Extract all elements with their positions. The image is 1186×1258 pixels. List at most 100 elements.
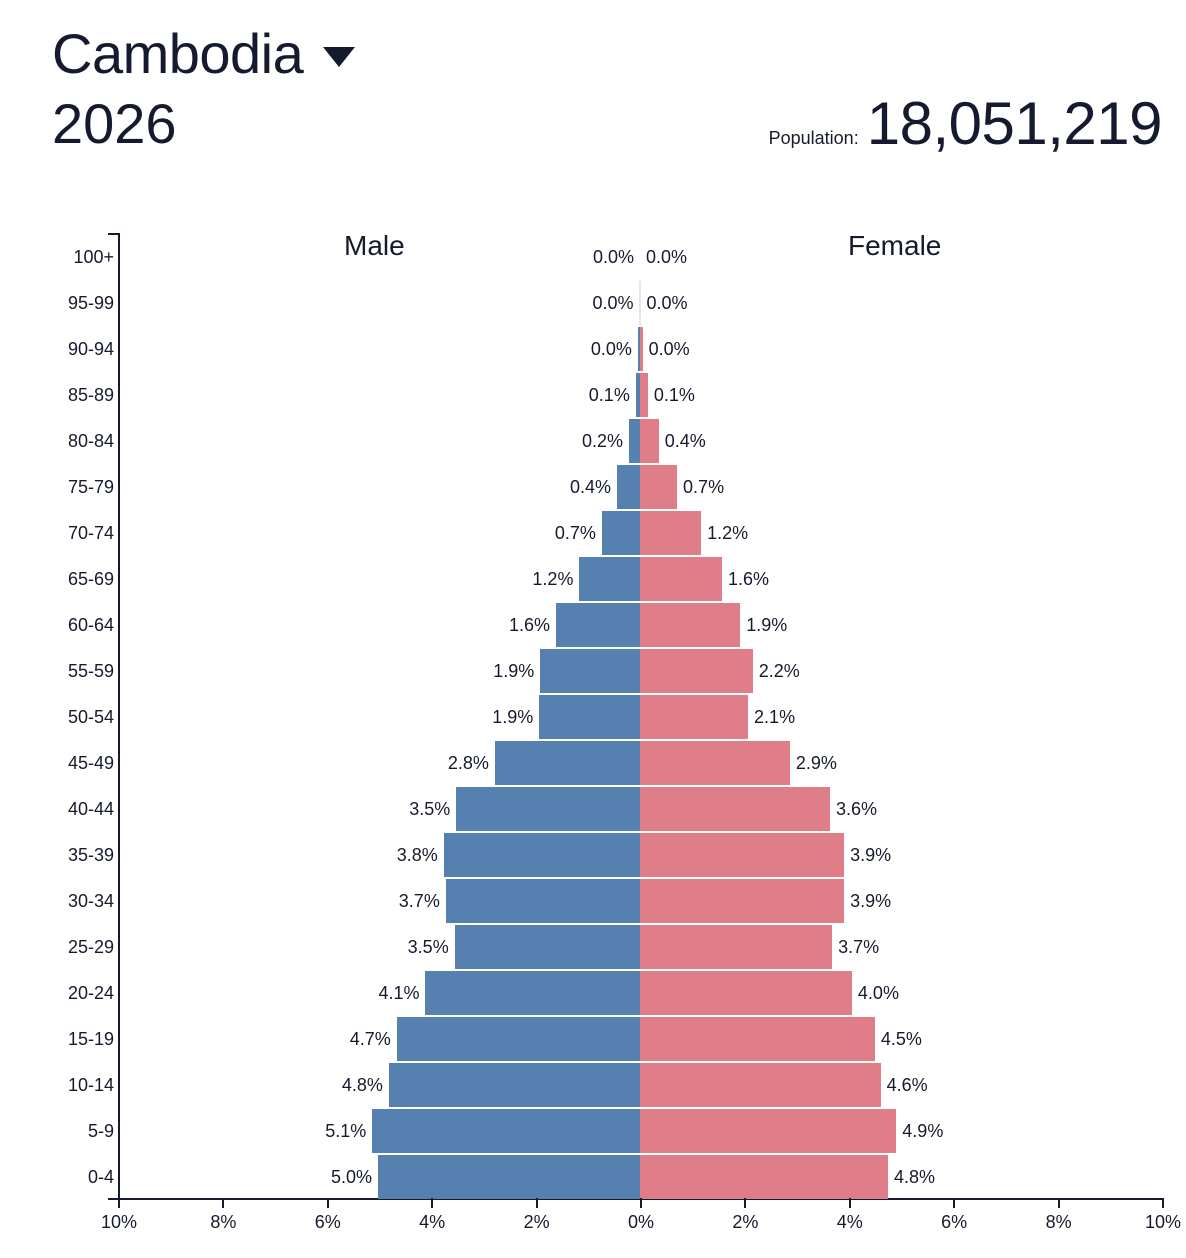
male-bar[interactable] bbox=[454, 925, 640, 969]
female-bar[interactable] bbox=[640, 557, 722, 601]
x-axis-tick bbox=[326, 1198, 329, 1208]
female-bar[interactable] bbox=[640, 465, 678, 509]
pyramid-row: 1.6% 1.9% bbox=[0, 603, 1186, 647]
female-value-label: 0.0% bbox=[646, 293, 688, 313]
female-bar[interactable] bbox=[640, 1063, 881, 1107]
pyramid-row: 2.8% 2.9% bbox=[0, 741, 1186, 785]
male-bar[interactable] bbox=[445, 879, 640, 923]
male-value-label: 2.8% bbox=[447, 753, 489, 773]
female-bar[interactable] bbox=[640, 511, 702, 555]
y-axis-label: 40-44 bbox=[67, 799, 114, 819]
y-axis-label: 95-99 bbox=[67, 293, 114, 313]
female-value-label: 1.2% bbox=[707, 523, 749, 543]
female-bar[interactable] bbox=[640, 1017, 875, 1061]
female-value-label: 4.9% bbox=[902, 1121, 944, 1141]
male-bar[interactable] bbox=[635, 373, 640, 417]
pyramid-row: 5.1% 4.9% bbox=[0, 1109, 1186, 1153]
pyramid-row: 0.4% 0.7% bbox=[0, 465, 1186, 509]
male-bar[interactable] bbox=[579, 557, 640, 601]
female-value-label: 2.2% bbox=[758, 661, 800, 681]
female-bar[interactable] bbox=[640, 649, 753, 693]
y-axis-label: 65-69 bbox=[67, 569, 114, 589]
female-bar[interactable] bbox=[640, 879, 845, 923]
female-value-label: 3.6% bbox=[836, 799, 878, 819]
male-value-label: 0.4% bbox=[570, 477, 612, 497]
male-bar[interactable] bbox=[639, 281, 640, 325]
female-bar[interactable] bbox=[640, 373, 648, 417]
y-axis-label: 20-24 bbox=[67, 983, 114, 1003]
y-axis-label: 25-29 bbox=[67, 937, 114, 957]
caret-down-icon[interactable] bbox=[323, 47, 356, 67]
y-axis-label: 50-54 bbox=[67, 707, 114, 727]
pyramid-row: 0.0% 0.0% bbox=[0, 235, 1186, 279]
country-selector[interactable]: Cambodia bbox=[52, 18, 356, 90]
population-value: 18,051,219 bbox=[866, 90, 1163, 157]
male-bar[interactable] bbox=[539, 695, 640, 739]
male-value-label: 1.9% bbox=[492, 707, 534, 727]
male-title: Male bbox=[344, 230, 405, 261]
male-bar[interactable] bbox=[372, 1109, 640, 1153]
pyramid-row: 3.5% 3.6% bbox=[0, 787, 1186, 831]
female-bar[interactable] bbox=[640, 971, 852, 1015]
female-value-label: 1.6% bbox=[727, 569, 769, 589]
female-bar[interactable] bbox=[640, 787, 830, 831]
x-axis-tick-label: 6% bbox=[941, 1212, 968, 1232]
male-bar[interactable] bbox=[601, 511, 640, 555]
female-bar[interactable] bbox=[640, 419, 659, 463]
male-value-label: 0.0% bbox=[592, 247, 634, 267]
female-value-label: 2.9% bbox=[795, 753, 837, 773]
male-bar[interactable] bbox=[443, 833, 640, 877]
y-axis-label: 45-49 bbox=[67, 753, 114, 773]
x-axis-tick bbox=[1162, 1198, 1164, 1208]
female-value-label: 0.0% bbox=[646, 247, 688, 267]
pyramid-row: 5.0% 4.8% bbox=[0, 1155, 1186, 1199]
female-value-label: 0.0% bbox=[648, 339, 690, 359]
male-bar[interactable] bbox=[456, 787, 640, 831]
male-value-label: 5.1% bbox=[325, 1121, 367, 1141]
pyramid-row: 0.1% 0.1% bbox=[0, 373, 1186, 417]
male-bar[interactable] bbox=[617, 465, 640, 509]
x-axis-tick-label: 2% bbox=[523, 1212, 550, 1232]
y-axis-label: 70-74 bbox=[67, 523, 114, 543]
male-value-label: 3.7% bbox=[398, 891, 440, 911]
pyramid-row: 1.9% 2.1% bbox=[0, 695, 1186, 739]
male-bar[interactable] bbox=[540, 649, 640, 693]
y-axis-label: 10-14 bbox=[67, 1075, 114, 1095]
x-axis-tick-label: 8% bbox=[1045, 1212, 1072, 1232]
female-bar[interactable] bbox=[640, 603, 741, 647]
male-bar[interactable] bbox=[396, 1017, 640, 1061]
x-axis-tick bbox=[222, 1198, 225, 1208]
male-bar[interactable] bbox=[629, 419, 640, 463]
male-bar[interactable] bbox=[637, 327, 640, 371]
male-value-label: 4.8% bbox=[341, 1075, 383, 1095]
pyramid-row: 1.9% 2.2% bbox=[0, 649, 1186, 693]
y-axis-label: 80-84 bbox=[67, 431, 114, 451]
female-bar[interactable] bbox=[640, 1155, 888, 1199]
male-value-label: 4.1% bbox=[378, 983, 420, 1003]
male-bar[interactable] bbox=[377, 1155, 640, 1199]
female-bar[interactable] bbox=[640, 741, 790, 785]
male-bar[interactable] bbox=[425, 971, 640, 1015]
x-axis-tick bbox=[118, 1198, 120, 1208]
female-bar[interactable] bbox=[640, 695, 749, 739]
x-axis-tick-label: 6% bbox=[314, 1212, 341, 1232]
female-bar[interactable] bbox=[640, 1109, 897, 1153]
female-value-label: 3.9% bbox=[850, 845, 892, 865]
x-axis-tick bbox=[744, 1198, 747, 1208]
male-value-label: 5.0% bbox=[330, 1167, 372, 1187]
female-bar[interactable] bbox=[640, 327, 643, 371]
x-axis-tick bbox=[953, 1198, 956, 1208]
y-axis-label: 100+ bbox=[73, 247, 114, 267]
female-bar[interactable] bbox=[640, 281, 641, 325]
x-axis-tick bbox=[640, 1198, 642, 1208]
pyramid-row: 4.8% 4.6% bbox=[0, 1063, 1186, 1107]
male-bar[interactable] bbox=[555, 603, 640, 647]
male-bar[interactable] bbox=[494, 741, 640, 785]
male-value-label: 1.9% bbox=[493, 661, 535, 681]
female-bar[interactable] bbox=[640, 833, 845, 877]
female-bar[interactable] bbox=[640, 925, 833, 969]
male-value-label: 0.1% bbox=[588, 385, 630, 405]
female-value-label: 4.6% bbox=[886, 1075, 928, 1095]
male-bar[interactable] bbox=[388, 1063, 640, 1107]
x-axis bbox=[108, 1198, 1164, 1200]
